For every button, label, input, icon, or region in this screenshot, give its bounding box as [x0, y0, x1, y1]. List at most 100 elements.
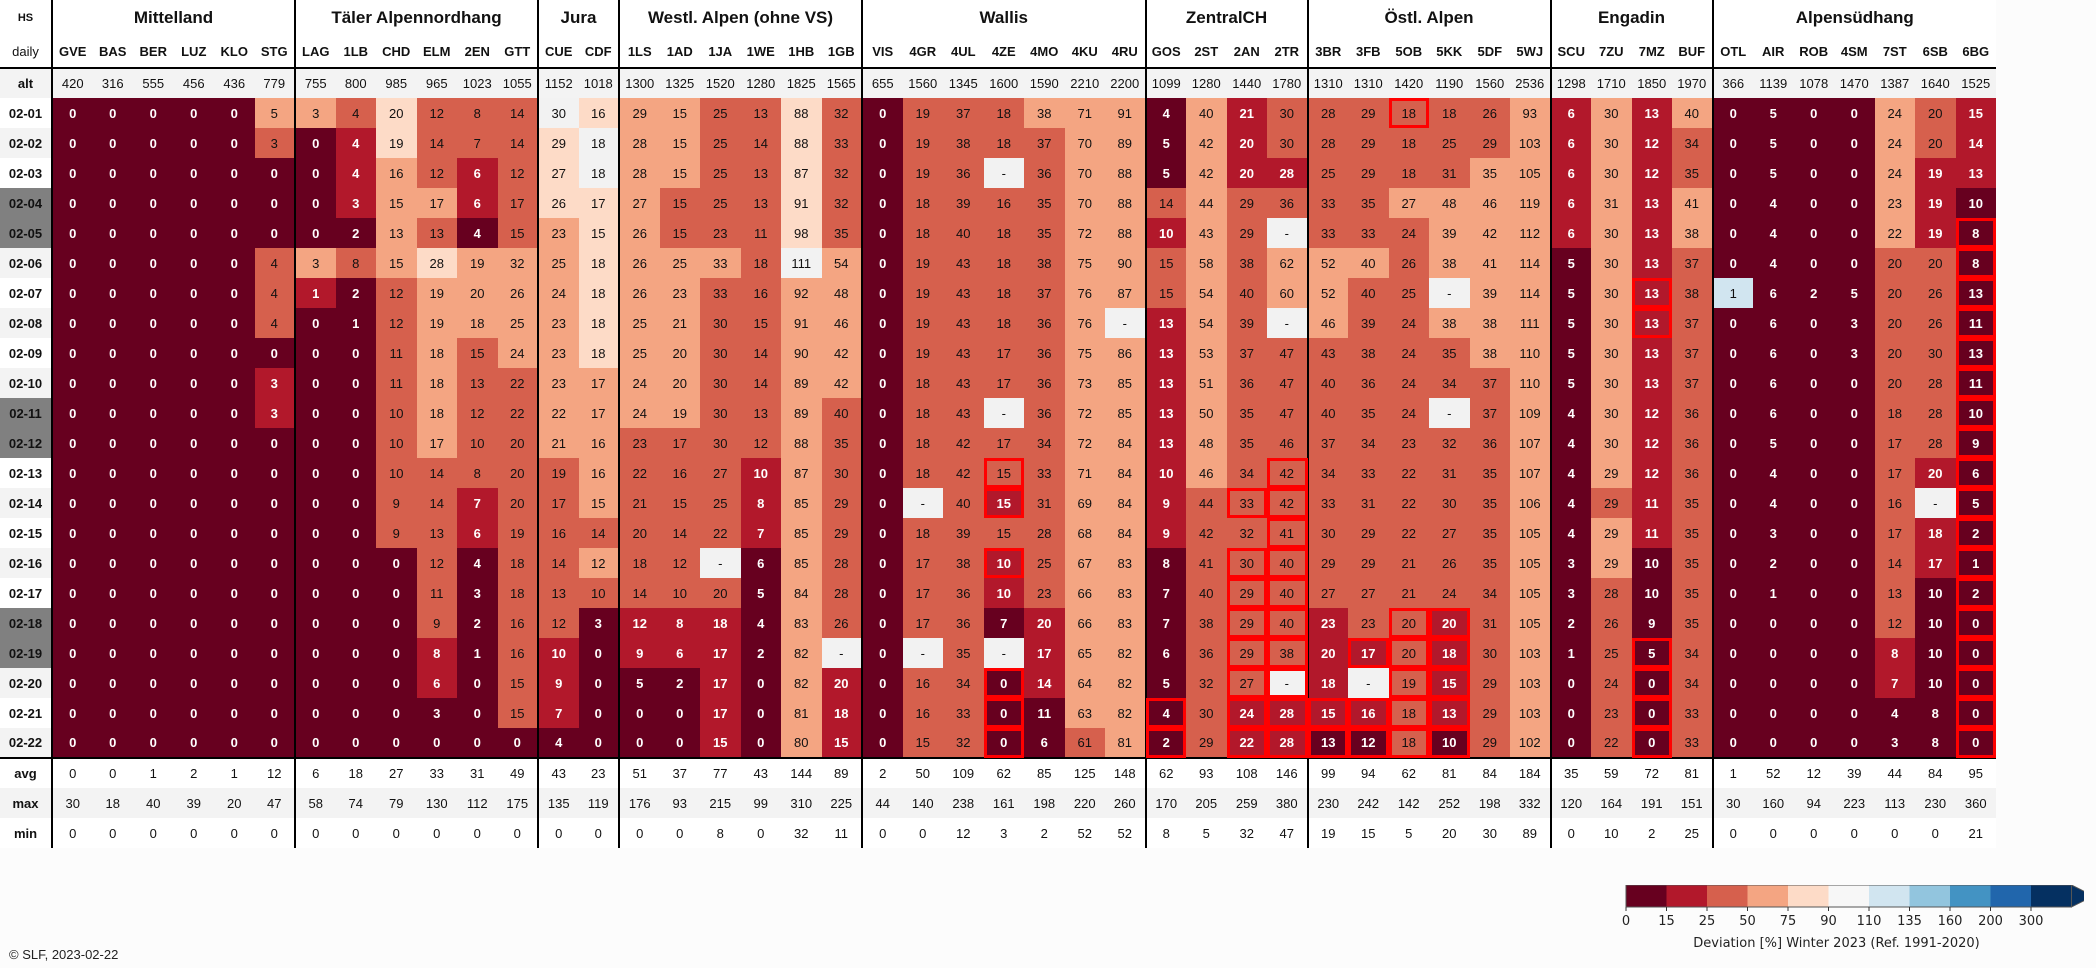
data-cell: 38	[1024, 98, 1065, 128]
data-cell: 5	[1834, 278, 1875, 308]
data-cell: 85	[781, 548, 822, 578]
data-cell: 2	[1144, 728, 1186, 758]
data-cell: 17	[1348, 638, 1389, 668]
data-cell: 13	[1144, 368, 1186, 398]
data-cell: 0	[1711, 728, 1753, 758]
data-cell: 6	[1753, 308, 1794, 338]
data-cell: 29	[1186, 728, 1227, 758]
data-cell: 0	[214, 308, 255, 338]
data-cell: 0	[294, 488, 336, 518]
data-cell: 53	[1186, 338, 1227, 368]
data-cell: 111	[1510, 308, 1551, 338]
data-cell: 0	[1711, 638, 1753, 668]
station-code: GOS	[1144, 36, 1186, 69]
station-code: GTT	[497, 36, 538, 69]
data-cell: 0	[983, 728, 1024, 758]
data-cell: 0	[294, 608, 336, 638]
stat-cell: 50	[902, 757, 943, 788]
data-cell: 12	[537, 608, 579, 638]
stat-cell: 0	[1793, 818, 1834, 848]
data-cell: 18	[983, 278, 1024, 308]
colorbar-segment	[1747, 885, 1789, 907]
colorbar-extend-arrow	[2071, 885, 2084, 908]
data-cell: 30	[700, 308, 741, 338]
data-cell: 18	[902, 218, 943, 248]
data-cell: 6	[457, 518, 498, 548]
data-cell: 20	[700, 578, 741, 608]
station-code: OTL	[1711, 36, 1753, 69]
data-cell: 8	[416, 638, 457, 668]
stat-cell: 380	[1267, 788, 1308, 818]
data-cell: 22	[1388, 458, 1429, 488]
data-cell: 14	[740, 128, 781, 158]
data-cell: 33	[700, 248, 741, 278]
data-cell: 19	[416, 308, 457, 338]
data-cell: 36	[1024, 158, 1065, 188]
data-cell: 0	[1711, 698, 1753, 728]
data-cell: 0	[173, 578, 214, 608]
data-cell: 18	[902, 188, 943, 218]
data-cell: 0	[133, 278, 174, 308]
data-cell: 11	[416, 578, 457, 608]
data-cell: 40	[1672, 98, 1713, 128]
data-cell: 0	[861, 728, 903, 758]
data-cell: 17	[983, 428, 1024, 458]
data-cell: 38	[1348, 338, 1389, 368]
data-cell: 0	[173, 368, 214, 398]
stat-cell: 0	[497, 818, 538, 848]
station-code: 1GB	[821, 36, 862, 69]
data-cell: 35	[943, 638, 984, 668]
data-cell: 14	[497, 128, 538, 158]
data-cell: 11	[740, 218, 781, 248]
data-cell: 20	[1874, 248, 1915, 278]
data-cell: 0	[1955, 608, 1996, 638]
data-cell: 18	[700, 608, 741, 638]
data-cell: 0	[1793, 518, 1834, 548]
data-cell: 35	[1348, 188, 1389, 218]
data-cell: 36	[1226, 368, 1267, 398]
data-cell: 85	[781, 488, 822, 518]
station-code: 1HB	[781, 36, 822, 69]
data-cell: 103	[1510, 668, 1551, 698]
stat-cell: 47	[254, 788, 295, 818]
data-cell: 4	[1549, 518, 1591, 548]
station-altitude: 1470	[1834, 68, 1875, 98]
data-cell: 0	[51, 368, 93, 398]
station-code: 1WE	[740, 36, 781, 69]
data-cell: 39	[1226, 308, 1267, 338]
data-cell: 13	[1631, 368, 1672, 398]
station-code: 5KK	[1429, 36, 1470, 69]
data-cell: 33	[943, 698, 984, 728]
data-cell: 37	[1226, 338, 1267, 368]
data-cell: 36	[943, 608, 984, 638]
data-cell: 20	[497, 488, 538, 518]
data-cell: 4	[1549, 488, 1591, 518]
data-cell: 24	[1874, 158, 1915, 188]
stat-cell: 2	[861, 757, 903, 788]
data-cell: 16	[902, 668, 943, 698]
station-altitude: 1525	[1955, 68, 1996, 98]
data-cell: 3	[1549, 548, 1591, 578]
data-cell: 9	[1955, 428, 1996, 458]
date-label: 02-19	[0, 638, 52, 668]
data-cell: 12	[1348, 728, 1389, 758]
data-cell: 10	[1429, 728, 1470, 758]
station-code: 4UL	[943, 36, 984, 69]
data-cell: 19	[902, 338, 943, 368]
data-cell: 5	[1753, 428, 1794, 458]
data-cell: 6	[1144, 638, 1186, 668]
data-cell: 88	[1105, 218, 1146, 248]
data-cell: 29	[1226, 578, 1267, 608]
station-code: CHD	[376, 36, 417, 69]
station-altitude: 1055	[497, 68, 538, 98]
station-header-row: daily GVE BAS BER LUZ KLO STG LAG 1LB CHD ELM 2EN GT…	[0, 36, 1996, 69]
data-cell: 90	[1105, 248, 1146, 278]
data-cell: 30	[537, 98, 579, 128]
data-cell: 13	[1631, 218, 1672, 248]
stat-cell: 11	[821, 818, 862, 848]
data-cell: 6	[1549, 128, 1591, 158]
data-cell: 30	[700, 338, 741, 368]
data-cell: 0	[173, 428, 214, 458]
data-cell: 3	[294, 248, 336, 278]
data-cell: 0	[1834, 518, 1875, 548]
